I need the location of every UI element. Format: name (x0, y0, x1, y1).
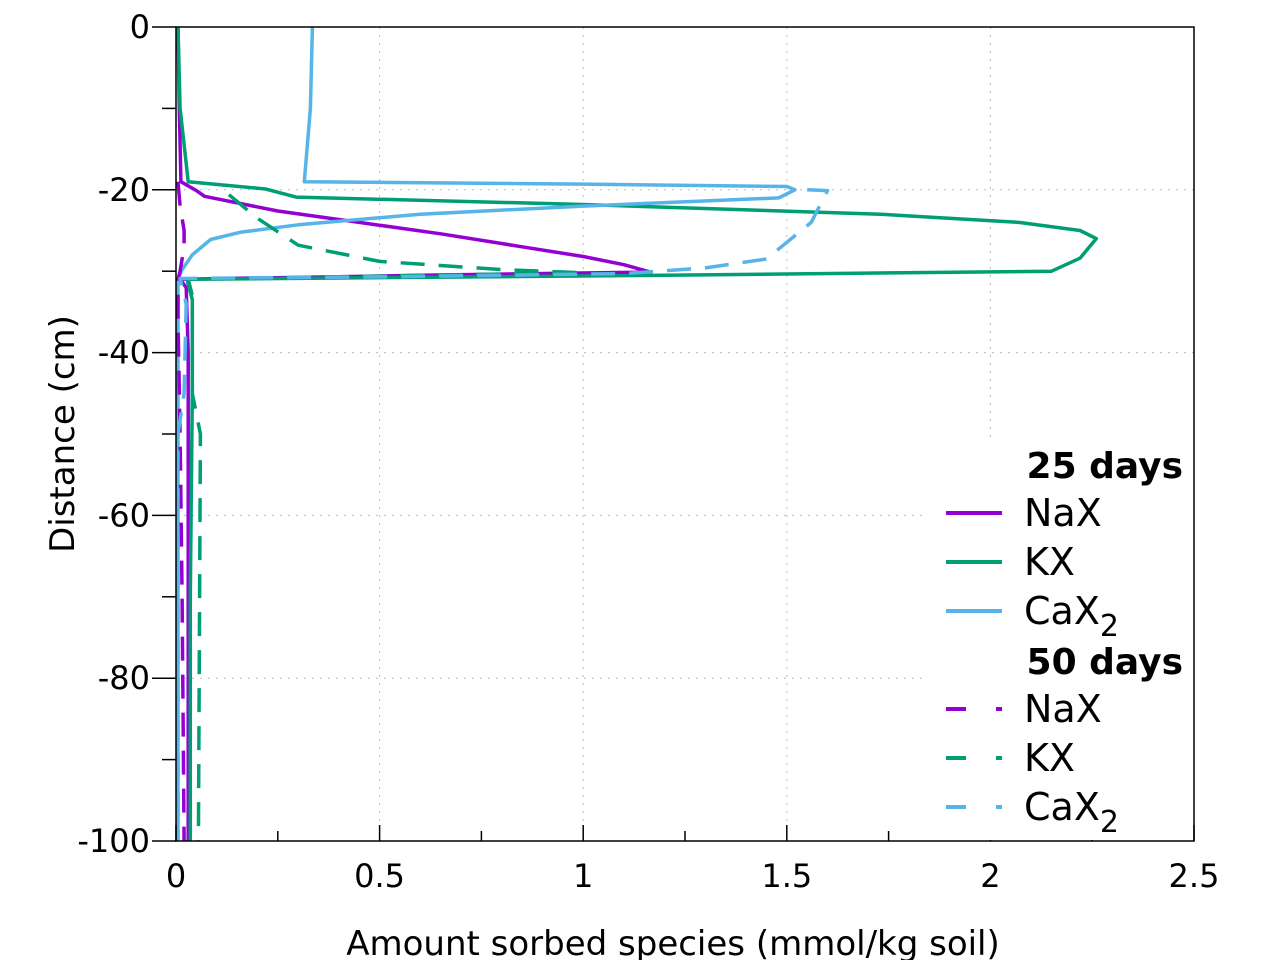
y-tick-label: -80 (98, 659, 150, 697)
legend-label: NaX (1024, 687, 1102, 731)
x-axis-label: Amount sorbed species (mmol/kg soil) (346, 924, 1000, 960)
legend-background (925, 440, 1193, 840)
x-tick-label: 0.5 (354, 857, 405, 895)
y-axis-label: Distance (cm) (43, 315, 83, 553)
series-nax-50-days (176, 181, 186, 842)
legend-label: KX (1024, 736, 1075, 780)
legend-group-50-days: 50 days (1027, 642, 1183, 683)
legend: 25 days 50 days NaX KX CaX2 NaX KX CaX2 (925, 440, 1193, 840)
axis-ticks: 0 0.5 1 1.5 2 2.5 0 -20 -40 -60 -80 -100 (77, 8, 1219, 895)
y-tick-label: 0 (130, 8, 150, 46)
x-tick-label: 2 (980, 857, 1000, 895)
series-kx-50-days (186, 193, 585, 842)
legend-group-25-days: 25 days (1027, 446, 1183, 487)
y-tick-label: -40 (98, 334, 150, 372)
series-nax-25-days (176, 26, 653, 841)
x-tick-label: 1 (573, 857, 593, 895)
series-lines (176, 26, 1099, 842)
x-tick-label: 2.5 (1169, 857, 1220, 895)
x-tick-label: 0 (166, 857, 186, 895)
series-cax2-50-days (176, 188, 830, 841)
y-tick-label: -100 (77, 822, 150, 860)
legend-label: CaX2 (1024, 785, 1119, 840)
x-tick-label: 1.5 (761, 857, 812, 895)
y-tick-label: -60 (98, 496, 150, 534)
y-tick-label: -20 (98, 171, 150, 209)
legend-label: KX (1024, 540, 1075, 584)
series-cax2-25-days (176, 26, 797, 841)
legend-label: NaX (1024, 491, 1102, 535)
legend-label: CaX2 (1024, 589, 1119, 644)
